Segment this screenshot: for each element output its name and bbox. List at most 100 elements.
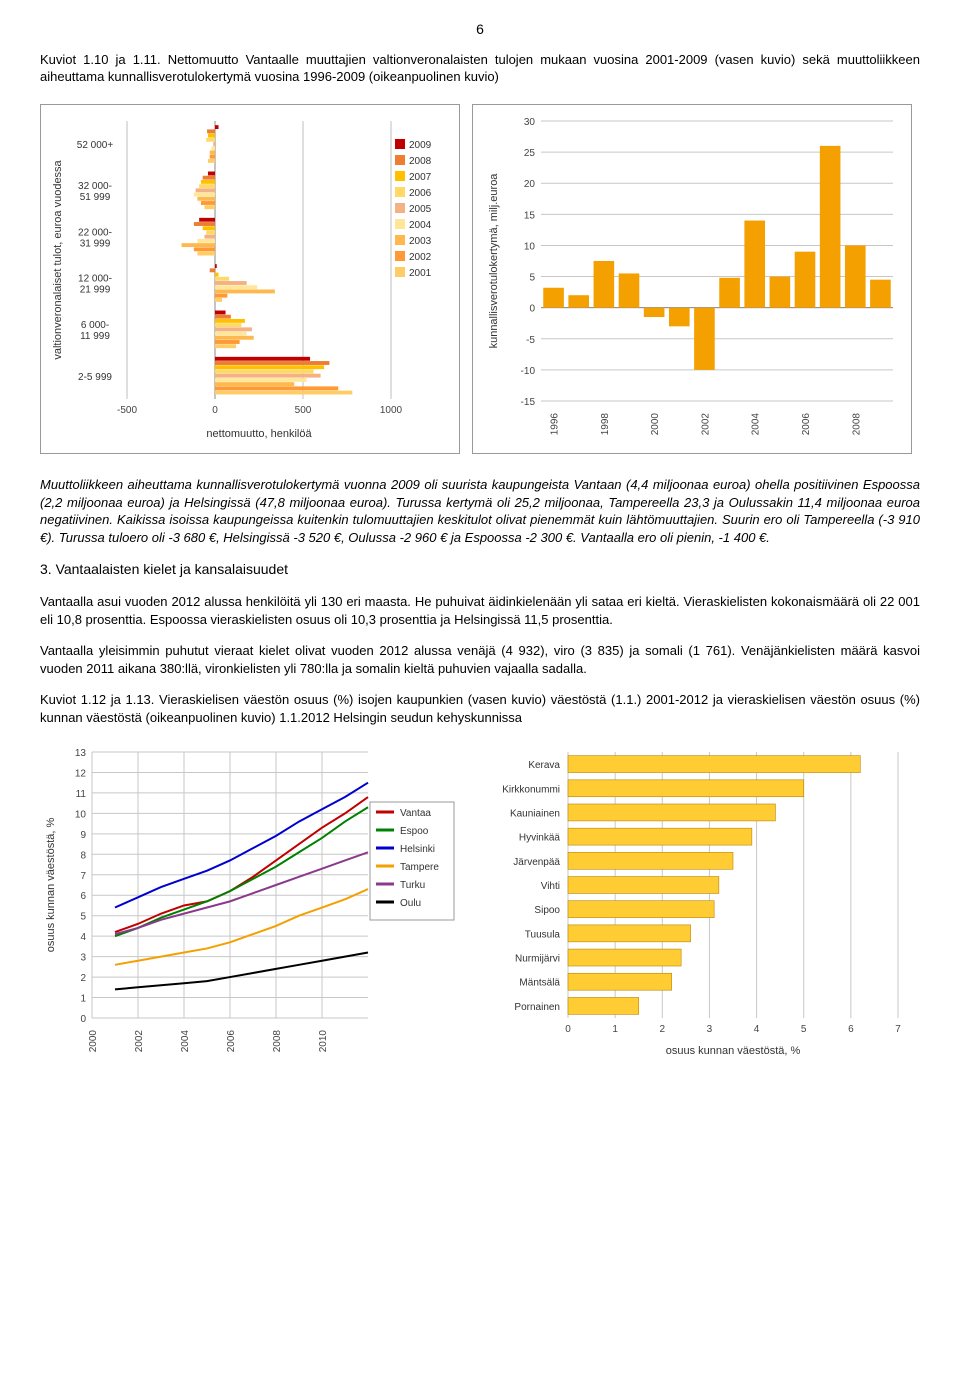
svg-text:51 999: 51 999 [80, 192, 111, 203]
svg-text:500: 500 [295, 405, 312, 416]
svg-text:Vantaa: Vantaa [400, 808, 431, 819]
top-charts-row: -5000500100052 000+32 000-51 99922 000-3… [40, 104, 920, 454]
caption-2-body: Vieraskielisen väestön osuus (%) isojen … [40, 692, 920, 725]
svg-text:Pornainen: Pornainen [514, 1002, 560, 1013]
svg-text:32 000-: 32 000- [78, 181, 112, 192]
svg-text:osuus kunnan väestöstä, %: osuus kunnan väestöstä, % [666, 1045, 801, 1057]
svg-text:Kerava: Kerava [528, 760, 560, 771]
svg-text:Vihti: Vihti [541, 881, 560, 892]
svg-text:2008: 2008 [851, 413, 862, 436]
svg-text:8: 8 [80, 851, 86, 862]
svg-text:2008: 2008 [272, 1030, 283, 1053]
svg-text:2004: 2004 [409, 220, 432, 231]
svg-text:1: 1 [80, 994, 86, 1005]
svg-text:0: 0 [80, 1014, 86, 1025]
chart-vieraskieliset-line: 0123456789101112132000200220042006200820… [40, 744, 460, 1064]
chart-nettomuutto: -500 0 500 1000 52 000+ 32 000-51 999 22 000-3… [40, 104, 460, 454]
svg-text:25: 25 [524, 148, 536, 159]
svg-text:2003: 2003 [409, 236, 432, 247]
svg-text:5: 5 [529, 273, 535, 284]
svg-text:Kauniainen: Kauniainen [510, 809, 560, 820]
svg-text:-500: -500 [117, 405, 137, 416]
svg-text:7: 7 [80, 871, 86, 882]
svg-text:2007: 2007 [409, 172, 432, 183]
svg-text:Helsinki: Helsinki [400, 844, 435, 855]
svg-text:10: 10 [75, 810, 87, 821]
svg-text:2004: 2004 [180, 1030, 191, 1053]
svg-text:6: 6 [848, 1024, 854, 1035]
page-number: 6 [40, 20, 920, 39]
svg-text:2002: 2002 [700, 413, 711, 436]
svg-text:Oulu: Oulu [400, 898, 421, 909]
svg-text:7: 7 [895, 1024, 901, 1035]
svg-text:Järvenpää: Järvenpää [513, 857, 560, 868]
caption-2: Kuviot 1.12 ja 1.13. Vieraskielisen väes… [40, 691, 920, 726]
svg-text:2-5 999: 2-5 999 [78, 372, 112, 383]
svg-text:22 000-: 22 000- [78, 227, 112, 238]
svg-text:Tuusula: Tuusula [525, 930, 561, 941]
svg-text:1998: 1998 [600, 413, 611, 436]
chart-verotulokertyma: -15 -10 -5 0 5 10 15 20 25 30 1996 1998 2000 2002 2004… [472, 104, 912, 454]
svg-text:31 999: 31 999 [80, 238, 111, 249]
svg-text:-5: -5 [526, 335, 535, 346]
svg-text:15: 15 [524, 210, 536, 221]
svg-text:10: 10 [524, 241, 536, 252]
svg-text:2: 2 [660, 1024, 666, 1035]
svg-text:1: 1 [612, 1024, 618, 1035]
svg-text:kunnallisverotulokertymä, milj: kunnallisverotulokertymä, milj.euroa [488, 173, 500, 349]
svg-text:2006: 2006 [801, 413, 812, 436]
svg-text:2000: 2000 [650, 413, 661, 436]
chart-vieraskieliset-bar: 01234567KeravaKirkkonummiKauniainenHyvin… [472, 744, 912, 1064]
svg-text:4: 4 [80, 932, 86, 943]
caption-2-prefix: Kuviot 1.12 ja 1.13. [40, 692, 154, 707]
paragraph-1: Muuttoliikkeen aiheuttama kunnallisverot… [40, 476, 920, 546]
svg-text:5: 5 [801, 1024, 807, 1035]
svg-text:Tampere: Tampere [400, 862, 439, 873]
svg-text:Espoo: Espoo [400, 826, 429, 837]
svg-text:0: 0 [565, 1024, 571, 1035]
svg-text:2004: 2004 [751, 413, 762, 436]
svg-text:9: 9 [80, 830, 86, 841]
svg-text:3: 3 [707, 1024, 713, 1035]
svg-text:1000: 1000 [380, 405, 403, 416]
svg-text:Mäntsälä: Mäntsälä [519, 978, 560, 989]
svg-text:2006: 2006 [226, 1030, 237, 1053]
caption-1-body: Nettomuutto Vantaalle muuttajien valtion… [40, 52, 920, 85]
svg-text:0: 0 [529, 304, 535, 315]
svg-text:52 000+: 52 000+ [77, 140, 114, 151]
svg-text:3: 3 [80, 953, 86, 964]
svg-text:20: 20 [524, 179, 536, 190]
paragraph-3: Vantaalla yleisimmin puhutut vieraat kie… [40, 642, 920, 677]
svg-text:1996: 1996 [550, 413, 561, 436]
svg-text:11: 11 [76, 789, 87, 800]
svg-text:Sipoo: Sipoo [534, 906, 560, 917]
svg-text:0: 0 [212, 405, 218, 416]
svg-text:-10: -10 [521, 366, 536, 377]
svg-text:nettomuutto, henkilöä: nettomuutto, henkilöä [206, 428, 312, 440]
svg-text:2009: 2009 [409, 140, 432, 151]
caption-1: Kuviot 1.10 ja 1.11. Nettomuutto Vantaal… [40, 51, 920, 86]
svg-text:2005: 2005 [409, 204, 432, 215]
svg-text:6 000-: 6 000- [81, 320, 109, 331]
svg-text:2008: 2008 [409, 156, 432, 167]
svg-text:4: 4 [754, 1024, 760, 1035]
svg-text:21 999: 21 999 [80, 285, 111, 296]
svg-text:13: 13 [75, 748, 87, 759]
svg-text:11 999: 11 999 [80, 331, 110, 342]
svg-text:2010: 2010 [318, 1030, 329, 1053]
svg-text:6: 6 [80, 892, 86, 903]
svg-text:2: 2 [80, 973, 86, 984]
svg-text:valtionveronalaiset tulot, eur: valtionveronalaiset tulot, euroa vuodess… [52, 159, 64, 359]
svg-text:2002: 2002 [134, 1030, 145, 1053]
svg-text:12: 12 [75, 769, 87, 780]
caption-1-prefix: Kuviot 1.10 ja 1.11. [40, 52, 161, 67]
svg-text:2002: 2002 [409, 252, 432, 263]
svg-text:2001: 2001 [409, 268, 432, 279]
svg-text:-15: -15 [521, 397, 536, 408]
svg-text:Turku: Turku [400, 880, 425, 891]
svg-text:30: 30 [524, 117, 536, 128]
svg-text:2006: 2006 [409, 188, 432, 199]
svg-text:12 000-: 12 000- [78, 274, 112, 285]
svg-text:5: 5 [80, 912, 86, 923]
bottom-charts-row: 0123456789101112132000200220042006200820… [40, 744, 920, 1064]
